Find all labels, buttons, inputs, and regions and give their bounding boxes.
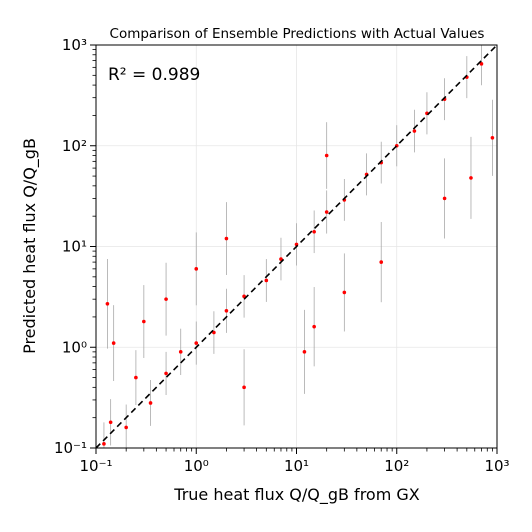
data-point xyxy=(342,290,347,295)
y-tick-label: 10³ xyxy=(62,36,87,54)
axis-ticks xyxy=(90,44,498,454)
y-tick-label: 10¹ xyxy=(62,238,87,256)
data-point xyxy=(194,341,199,345)
data-point xyxy=(324,210,329,214)
data-point xyxy=(279,257,283,261)
x-tick-label: 10² xyxy=(384,457,409,475)
data-point xyxy=(264,278,269,283)
data-point xyxy=(324,153,329,158)
data-point xyxy=(302,350,307,354)
x-tick-label: 10³ xyxy=(484,457,509,475)
data-point xyxy=(124,425,128,430)
data-point xyxy=(412,129,417,133)
y-axis-label: Predicted heat flux Q/Q_gB xyxy=(20,138,40,354)
data-point xyxy=(164,297,168,301)
data-point xyxy=(442,196,447,201)
x-tick-label: 10⁰ xyxy=(184,457,209,475)
data-point xyxy=(224,236,229,241)
data-points xyxy=(102,62,495,446)
data-point xyxy=(242,385,246,390)
data-point xyxy=(490,135,495,140)
x-tick-labels: 10⁻¹ 10⁰ 10¹ 10² 10³ xyxy=(79,457,509,475)
data-point xyxy=(312,229,316,234)
data-point xyxy=(469,176,473,180)
data-point xyxy=(178,350,183,354)
reference-line-y-equals-x xyxy=(95,44,498,449)
data-point xyxy=(164,371,168,376)
data-point xyxy=(105,301,110,306)
data-point xyxy=(108,420,113,425)
y-tick-label: 10⁻¹ xyxy=(54,439,87,457)
x-tick-label: 10⁻¹ xyxy=(79,457,112,475)
data-point xyxy=(224,309,229,313)
data-point xyxy=(312,324,316,329)
y-tick-label: 10² xyxy=(62,137,87,155)
data-point xyxy=(479,62,484,66)
y-tick-labels: 10⁻¹ 10⁰ 10¹ 10² 10³ xyxy=(54,36,87,457)
data-point xyxy=(111,341,116,345)
chart-title: Comparison of Ensemble Predictions with … xyxy=(110,26,485,42)
y-tick-label: 10⁰ xyxy=(62,338,87,356)
data-point xyxy=(134,375,138,380)
data-point xyxy=(102,442,106,446)
data-point xyxy=(194,267,199,271)
x-axis-label: True heat flux Q/Q_gB from GX xyxy=(173,485,420,505)
data-point xyxy=(148,401,153,405)
r-squared-annotation: R² = 0.989 xyxy=(108,65,200,85)
data-point xyxy=(142,319,146,324)
x-tick-label: 10¹ xyxy=(284,457,309,475)
data-point xyxy=(379,260,384,264)
data-point xyxy=(212,330,216,335)
